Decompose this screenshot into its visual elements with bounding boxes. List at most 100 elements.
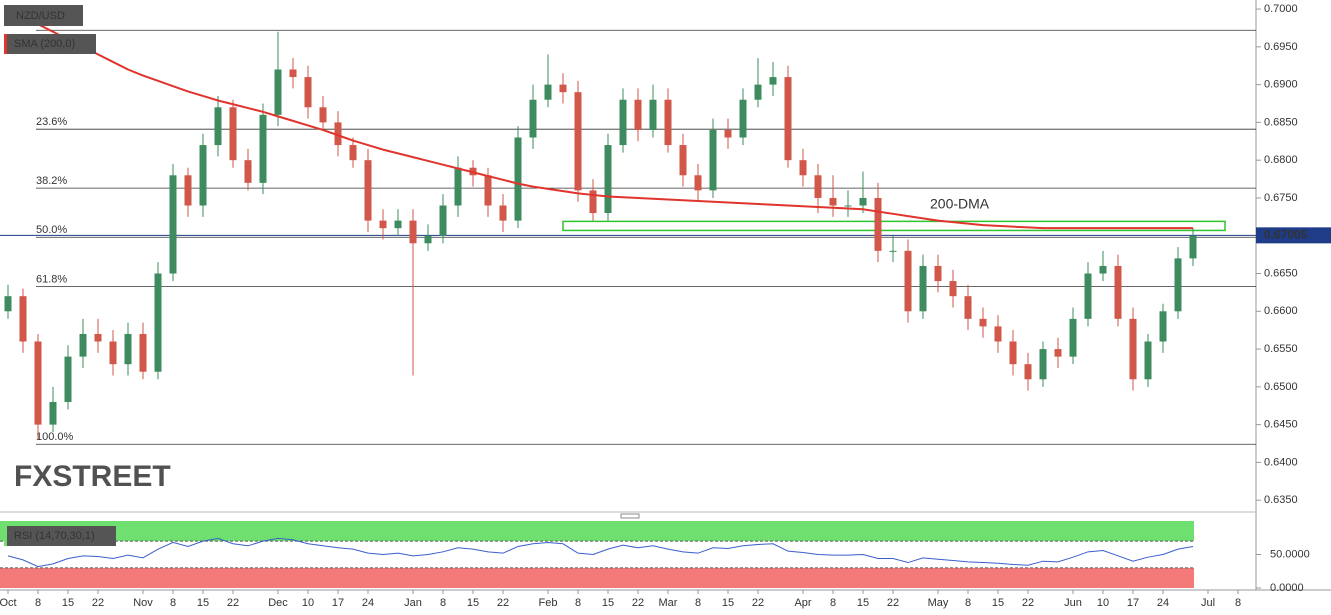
x-tick-label: Nov xyxy=(133,597,153,609)
candle-body xyxy=(394,220,402,229)
candle-body xyxy=(334,122,342,146)
y-tick-label: 0.6850 xyxy=(1264,116,1298,128)
candle-body xyxy=(259,114,267,183)
candle-body xyxy=(1099,265,1107,274)
x-tick-label: 22 xyxy=(92,597,104,609)
x-tick-label: 17 xyxy=(1127,597,1139,609)
oversold-band xyxy=(0,567,1194,588)
x-tick-label: 8 xyxy=(1235,597,1241,609)
candle-body xyxy=(379,220,387,229)
x-tick-label: 8 xyxy=(440,597,446,609)
x-tick-label: 15 xyxy=(857,597,869,609)
y-tick-label: 0.6800 xyxy=(1264,154,1298,166)
candle-body xyxy=(319,107,327,123)
candle-body xyxy=(694,175,702,191)
candle-body xyxy=(349,145,357,161)
x-tick-label: 22 xyxy=(752,597,764,609)
legend-box xyxy=(4,34,96,54)
x-tick-label: 15 xyxy=(467,597,479,609)
candle-body xyxy=(244,160,252,183)
rsi-tick-label: 0.0000 xyxy=(1270,582,1304,594)
legend-box xyxy=(4,5,83,26)
candle-body xyxy=(994,326,1002,342)
x-tick-label: Mar xyxy=(659,597,678,609)
candle-body xyxy=(154,273,162,372)
candle-body xyxy=(484,175,492,206)
candle-body xyxy=(304,77,312,108)
y-tick-label: 0.6450 xyxy=(1264,419,1298,431)
candle-body xyxy=(589,190,597,214)
x-tick-label: 22 xyxy=(497,597,509,609)
candle-body xyxy=(1054,349,1062,357)
candle-body xyxy=(754,84,762,100)
candle-body xyxy=(574,92,582,191)
y-tick-label: 0.6400 xyxy=(1264,456,1298,468)
candle-body xyxy=(679,145,687,176)
candle-body xyxy=(229,107,237,161)
watermark: FXSTREET xyxy=(14,460,171,493)
candle-body xyxy=(214,107,222,146)
x-tick-label: 8 xyxy=(830,597,836,609)
y-tick-label: 0.6950 xyxy=(1264,41,1298,53)
overbought-band xyxy=(0,521,1194,542)
candle-body xyxy=(1084,273,1092,319)
candle-body xyxy=(859,197,867,206)
sma-line xyxy=(7,8,1193,230)
candle-body xyxy=(64,356,72,402)
candle-body xyxy=(79,333,87,357)
x-tick-label: 22 xyxy=(1022,597,1034,609)
candle-body xyxy=(829,197,837,206)
x-tick-label: 15 xyxy=(722,597,734,609)
candle-body xyxy=(19,296,27,342)
x-tick-label: Feb xyxy=(539,597,558,609)
candle-body xyxy=(424,235,432,244)
x-tick-label: Jan xyxy=(404,597,422,609)
candle-body xyxy=(49,401,57,425)
candle-body xyxy=(454,167,462,206)
x-tick-label: Jul xyxy=(1201,597,1215,609)
y-tick-label: 0.6900 xyxy=(1264,79,1298,91)
x-tick-label: 15 xyxy=(62,597,74,609)
candle-body xyxy=(604,145,612,214)
x-tick-label: 8 xyxy=(575,597,581,609)
x-tick-label: 22 xyxy=(887,597,899,609)
candle-body xyxy=(979,318,987,327)
candle-body xyxy=(634,99,642,130)
candle-body xyxy=(1039,349,1047,380)
candle-body xyxy=(1024,364,1032,380)
x-tick-label: Dec xyxy=(268,597,288,609)
candle-body xyxy=(274,69,282,115)
fib-label: 23.6% xyxy=(36,116,67,128)
candle-body xyxy=(1009,341,1017,365)
legend-box xyxy=(4,526,116,546)
candle-body xyxy=(814,175,822,198)
last-price-label: 0.67005 xyxy=(1264,228,1308,242)
candle-body xyxy=(124,333,132,365)
candle-body xyxy=(934,265,942,282)
x-tick-label: 10 xyxy=(302,597,314,609)
y-tick-label: 0.6600 xyxy=(1264,305,1298,317)
candle-body xyxy=(1129,318,1137,380)
candle-body xyxy=(364,160,372,221)
candle-body xyxy=(1069,318,1077,357)
candle-body xyxy=(769,77,777,85)
x-tick-label: 8 xyxy=(695,597,701,609)
y-tick-label: 0.6750 xyxy=(1264,192,1298,204)
candle-body xyxy=(1144,341,1152,380)
candle-body xyxy=(949,281,957,297)
fib-label: 50.0% xyxy=(36,224,67,236)
candle-body xyxy=(514,137,522,221)
candle-body xyxy=(649,99,657,130)
legend-rsi: RSI (14,70,30,1) xyxy=(14,530,95,542)
candle-body xyxy=(904,250,912,312)
legend-swatch xyxy=(4,526,7,546)
candle-body xyxy=(724,129,732,138)
candle-body xyxy=(499,205,507,221)
candle-body xyxy=(964,296,972,319)
candle-body xyxy=(529,99,537,138)
candle-body xyxy=(844,205,852,207)
y-tick-label: 0.7000 xyxy=(1264,3,1298,15)
candle-body xyxy=(919,265,927,312)
candle-body xyxy=(799,160,807,176)
